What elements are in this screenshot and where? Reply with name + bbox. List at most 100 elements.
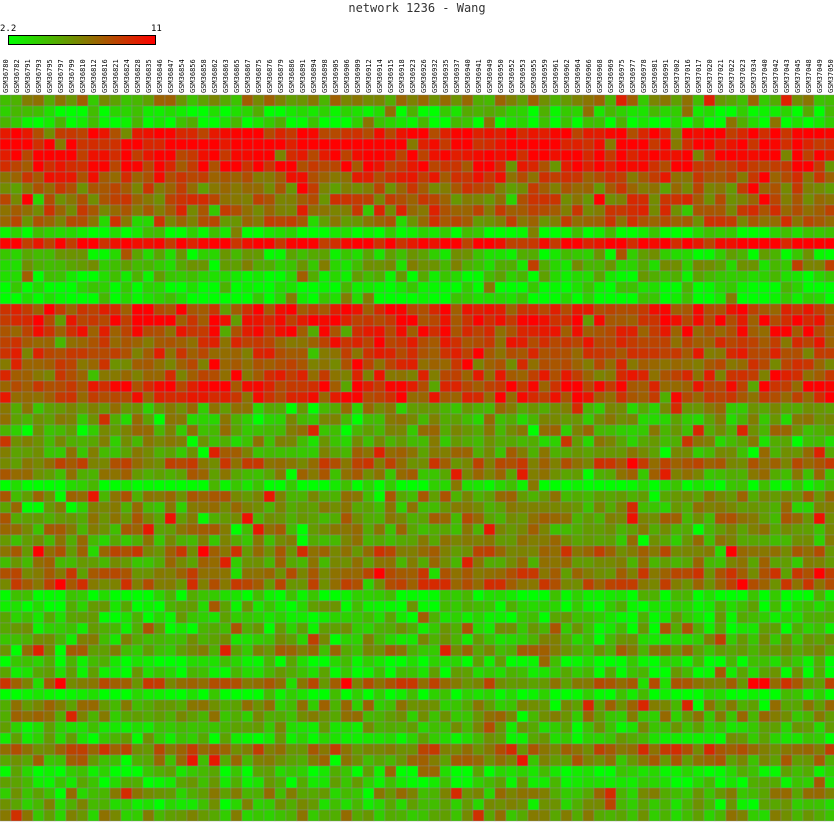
heatmap-cell (164, 347, 177, 360)
heatmap-cell (703, 435, 716, 448)
heatmap-cell (395, 193, 408, 206)
heatmap-cell (164, 182, 177, 195)
heatmap-cell (252, 248, 265, 261)
heatmap-cell (780, 578, 793, 591)
heatmap-cell (516, 424, 529, 437)
heatmap-cell (274, 413, 287, 426)
heatmap-cell (296, 435, 309, 448)
heatmap-cell (461, 545, 474, 558)
heatmap-cell (175, 523, 188, 536)
heatmap-cell (472, 116, 485, 129)
heatmap-cell (296, 743, 309, 756)
heatmap-cell (659, 105, 672, 118)
heatmap-cell (340, 699, 353, 712)
heatmap-cell (791, 688, 804, 701)
heatmap-cell (593, 622, 606, 635)
heatmap-cell (659, 325, 672, 338)
heatmap-cell (483, 501, 496, 514)
heatmap-cell (373, 171, 386, 184)
heatmap-cell (197, 578, 210, 591)
heatmap-cell (725, 204, 738, 217)
heatmap-cell (516, 468, 529, 481)
heatmap-cell (164, 259, 177, 272)
heatmap-cell (109, 347, 122, 360)
heatmap-cell (824, 721, 834, 734)
heatmap-cell (285, 369, 298, 382)
heatmap-cell (351, 710, 364, 723)
heatmap-cell (538, 204, 551, 217)
heatmap-cell (340, 171, 353, 184)
heatmap-cell (780, 688, 793, 701)
heatmap-cell (329, 765, 342, 778)
heatmap-cell (76, 534, 89, 547)
heatmap-cell (802, 413, 815, 426)
heatmap-cell (87, 358, 100, 371)
heatmap-cell (395, 270, 408, 283)
heatmap-cell (582, 160, 595, 173)
heatmap-cell (219, 149, 232, 162)
heatmap-cell (362, 259, 375, 272)
heatmap-cell (76, 369, 89, 382)
heatmap-cell (10, 732, 23, 745)
heatmap-cell (296, 468, 309, 481)
heatmap-cell (703, 578, 716, 591)
heatmap-cell (219, 545, 232, 558)
heatmap-cell (483, 281, 496, 294)
heatmap-cell (219, 754, 232, 767)
heatmap-cell (472, 314, 485, 327)
heatmap-cell (164, 248, 177, 261)
heatmap-cell (340, 127, 353, 140)
heatmap-cell (241, 391, 254, 404)
heatmap-cell (54, 446, 67, 459)
heatmap-cell (428, 270, 441, 283)
heatmap-cell (604, 226, 617, 239)
heatmap-cell (758, 237, 771, 250)
heatmap-cell (659, 314, 672, 327)
heatmap-cell (32, 127, 45, 140)
heatmap-cell (494, 402, 507, 415)
heatmap-cell (219, 391, 232, 404)
heatmap-cell (802, 732, 815, 745)
heatmap-cell (373, 347, 386, 360)
heatmap-cell (637, 347, 650, 360)
heatmap-cell (549, 413, 562, 426)
heatmap-cell (747, 721, 760, 734)
heatmap-cell (87, 270, 100, 283)
heatmap-cell (659, 424, 672, 437)
heatmap-cell (703, 160, 716, 173)
heatmap-cell (32, 721, 45, 734)
heatmap-cell (780, 743, 793, 756)
heatmap-cell (714, 281, 727, 294)
heatmap-cell (241, 347, 254, 360)
heatmap-cell (703, 622, 716, 635)
heatmap-cell (736, 127, 749, 140)
heatmap-cell (505, 688, 518, 701)
heatmap-cell (252, 336, 265, 349)
heatmap-cell (307, 765, 320, 778)
heatmap-cell (615, 402, 628, 415)
heatmap-cell (98, 248, 111, 261)
heatmap-cell (197, 325, 210, 338)
heatmap-cell (560, 765, 573, 778)
heatmap-cell (571, 556, 584, 569)
heatmap-cell (428, 644, 441, 657)
heatmap-cell (505, 567, 518, 580)
heatmap-cell (219, 457, 232, 470)
heatmap-cell (439, 237, 452, 250)
heatmap-cell (538, 94, 551, 107)
heatmap-cell (351, 754, 364, 767)
heatmap-cell (186, 600, 199, 613)
heatmap-cell (461, 358, 474, 371)
heatmap-cell (241, 545, 254, 558)
heatmap-cell (351, 545, 364, 558)
heatmap-cell (681, 160, 694, 173)
heatmap-cell (65, 193, 78, 206)
heatmap-cell (780, 655, 793, 668)
heatmap-cell (351, 677, 364, 690)
heatmap-cell (703, 391, 716, 404)
heatmap-cell (461, 578, 474, 591)
heatmap-cell (670, 149, 683, 162)
heatmap-cell (670, 468, 683, 481)
heatmap-cell (351, 435, 364, 448)
heatmap-cell (153, 391, 166, 404)
